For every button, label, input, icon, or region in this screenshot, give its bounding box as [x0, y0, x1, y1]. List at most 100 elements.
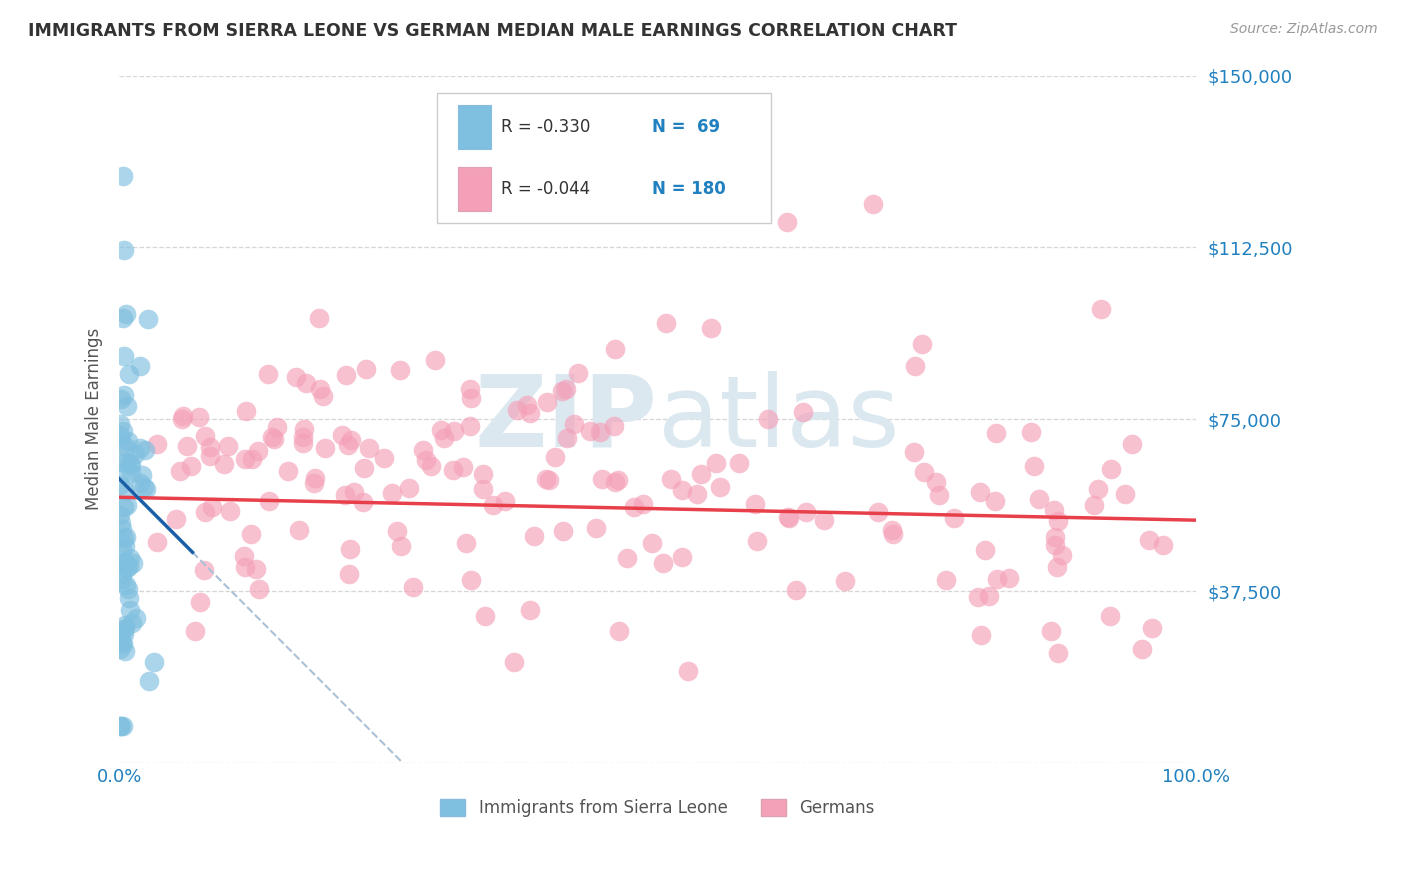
- Point: [519, 603, 541, 617]
- Point: [114, 644, 136, 658]
- Point: [792, 405, 814, 419]
- Point: [240, 451, 263, 466]
- Point: [553, 524, 575, 539]
- Point: [1121, 437, 1143, 451]
- Point: [388, 363, 411, 377]
- Point: [114, 558, 136, 572]
- Point: [567, 366, 589, 380]
- Point: [115, 441, 138, 455]
- Point: [433, 430, 456, 444]
- Point: [472, 482, 495, 496]
- Point: [112, 531, 135, 545]
- Point: [605, 475, 627, 490]
- Point: [882, 527, 904, 541]
- Point: [1101, 462, 1123, 476]
- Point: [108, 508, 131, 523]
- Point: [217, 439, 239, 453]
- Point: [354, 362, 377, 376]
- Point: [460, 573, 482, 587]
- Point: [357, 441, 380, 455]
- Point: [292, 421, 315, 435]
- Point: [330, 428, 353, 442]
- Point: [474, 608, 496, 623]
- Text: ZIP: ZIP: [475, 371, 658, 467]
- Point: [385, 524, 408, 538]
- Point: [834, 574, 856, 588]
- Point: [1045, 530, 1067, 544]
- Point: [862, 197, 884, 211]
- Point: [1040, 624, 1063, 638]
- Point: [188, 409, 211, 424]
- Point: [1043, 538, 1066, 552]
- Point: [1045, 559, 1067, 574]
- Point: [544, 450, 567, 465]
- Point: [114, 387, 136, 401]
- Point: [184, 624, 207, 638]
- Point: [555, 382, 578, 396]
- Point: [212, 457, 235, 471]
- Point: [114, 539, 136, 553]
- Point: [866, 505, 889, 519]
- Point: [1043, 503, 1066, 517]
- Point: [201, 500, 224, 514]
- Point: [115, 399, 138, 413]
- Point: [114, 307, 136, 321]
- Point: [454, 536, 477, 550]
- Point: [689, 467, 711, 482]
- Point: [124, 447, 146, 461]
- Point: [200, 440, 222, 454]
- Point: [120, 550, 142, 565]
- Text: N =  69: N = 69: [652, 118, 720, 136]
- Point: [709, 480, 731, 494]
- Point: [925, 475, 948, 490]
- FancyBboxPatch shape: [437, 93, 770, 223]
- Point: [110, 541, 132, 556]
- Point: [135, 482, 157, 496]
- Point: [111, 435, 134, 450]
- Point: [562, 417, 585, 431]
- Point: [129, 359, 152, 374]
- Text: N = 180: N = 180: [652, 180, 725, 198]
- Point: [291, 430, 314, 444]
- Point: [986, 572, 1008, 586]
- Point: [218, 503, 240, 517]
- Point: [671, 550, 693, 565]
- Point: [110, 455, 132, 469]
- Point: [623, 500, 645, 514]
- Point: [114, 621, 136, 635]
- Point: [616, 551, 638, 566]
- Point: [233, 451, 256, 466]
- Point: [911, 337, 934, 351]
- Point: [519, 406, 541, 420]
- Bar: [458, 104, 491, 150]
- Point: [352, 494, 374, 508]
- Point: [138, 673, 160, 688]
- Point: [880, 523, 903, 537]
- Point: [744, 497, 766, 511]
- Point: [170, 411, 193, 425]
- Point: [912, 465, 935, 479]
- Point: [198, 449, 221, 463]
- Point: [110, 522, 132, 536]
- Point: [136, 311, 159, 326]
- Point: [969, 628, 991, 642]
- Point: [1046, 646, 1069, 660]
- Point: [118, 559, 141, 574]
- Point: [194, 429, 217, 443]
- Text: Source: ZipAtlas.com: Source: ZipAtlas.com: [1230, 22, 1378, 37]
- Point: [335, 368, 357, 382]
- Point: [120, 466, 142, 480]
- Point: [118, 456, 141, 470]
- Point: [111, 169, 134, 184]
- Point: [111, 719, 134, 733]
- Point: [108, 641, 131, 656]
- Point: [973, 542, 995, 557]
- Point: [131, 468, 153, 483]
- Point: [114, 555, 136, 569]
- Point: [117, 434, 139, 448]
- Point: [1090, 301, 1112, 316]
- Point: [728, 456, 751, 470]
- Point: [1050, 548, 1073, 562]
- Point: [114, 350, 136, 364]
- Point: [188, 595, 211, 609]
